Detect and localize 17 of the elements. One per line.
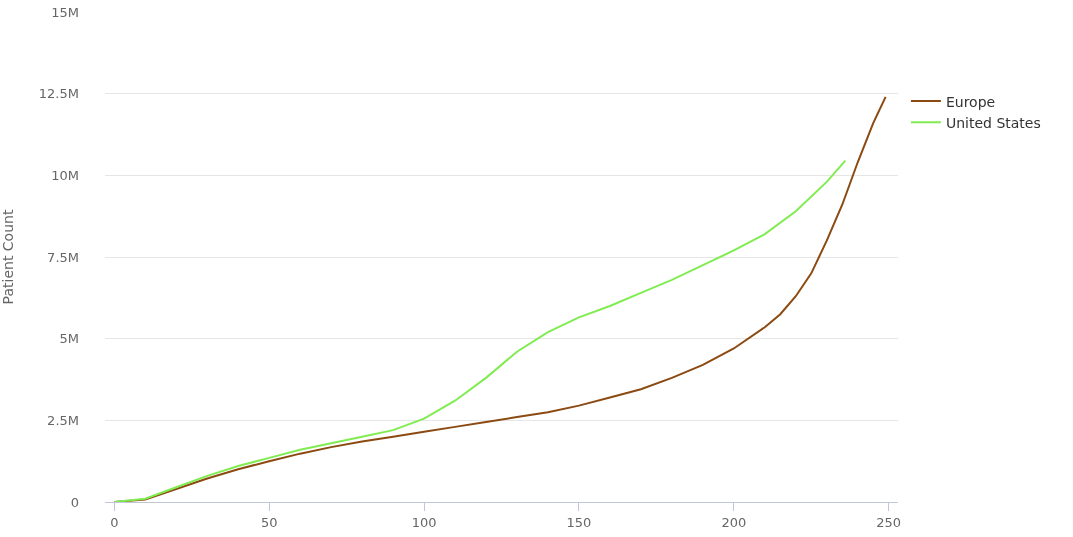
y-tick-label: 2.5M [47, 412, 79, 428]
legend-label: United States [945, 114, 1041, 131]
x-tick-label: 150 [566, 514, 592, 530]
x-tick-label: 200 [721, 514, 747, 530]
y-tick-label: 10M [51, 167, 79, 183]
y-tick-label: 0 [70, 494, 79, 510]
y-tick-label: 12.5M [38, 86, 79, 102]
x-tick-label: 250 [876, 514, 902, 530]
x-tick-label: 100 [411, 514, 437, 530]
line-series [113, 159, 847, 502]
y-tick-label: 5M [59, 331, 79, 347]
legend-label: Europe [945, 93, 996, 110]
y-axis-title: Patient Count [0, 209, 16, 305]
y-tick-label: 15M [51, 4, 79, 20]
x-tick-label: 0 [110, 514, 119, 530]
x-tick-label: 50 [260, 514, 278, 530]
y-tick-label: 7.5M [47, 249, 79, 265]
